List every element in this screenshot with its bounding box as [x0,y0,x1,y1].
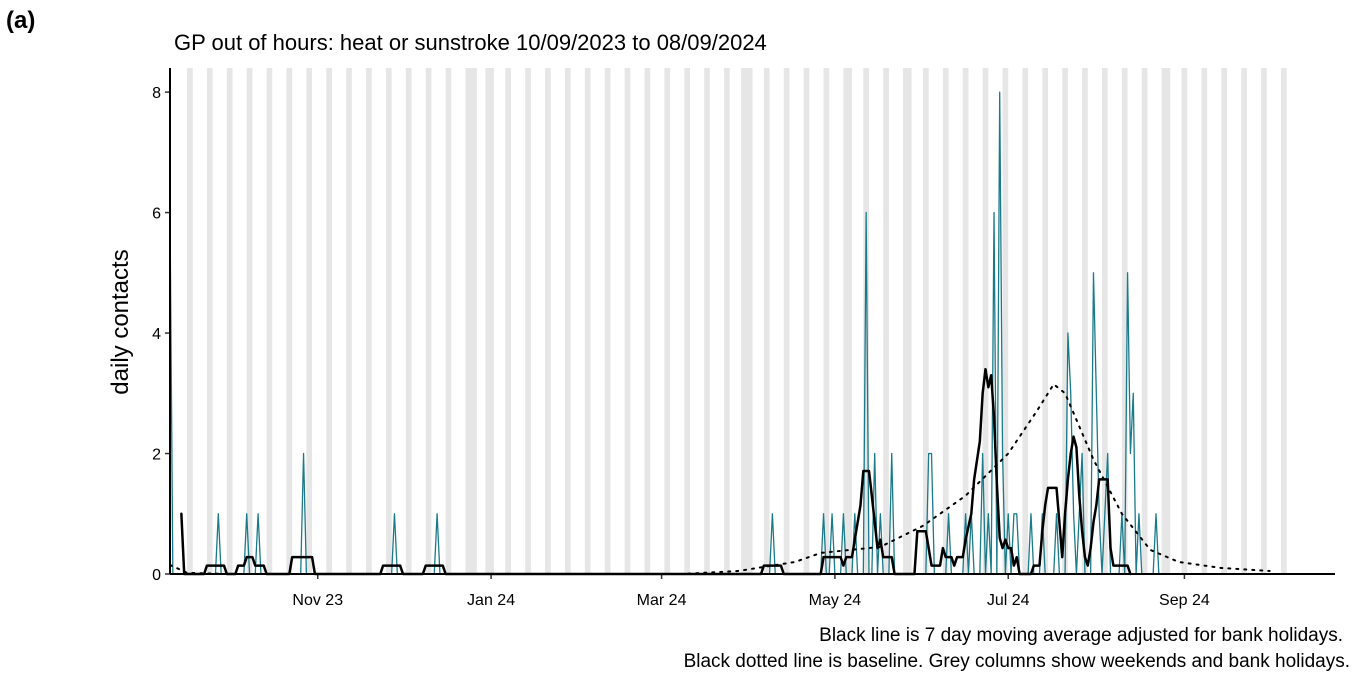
shaded-column [187,68,193,574]
shaded-column [425,68,432,574]
shaded-column [942,68,949,574]
shaded-column [982,68,989,574]
note: Black line is 7 day moving average adjus… [819,625,1343,646]
y-axis-label: daily contacts [107,249,134,394]
shaded-column [644,68,651,574]
shaded-column [803,68,810,574]
x-tick-label: Sep 24 [1159,592,1210,609]
shaded-column [1002,68,1009,574]
shaded-column [1022,68,1029,574]
shaded-column [763,68,770,574]
y-tick-label: 0 [152,567,161,584]
shaded-column [704,68,710,574]
shaded-column [883,68,889,574]
shaded-column [525,68,531,574]
shaded-column [545,68,551,574]
x-tick-label: Jan 24 [467,592,515,609]
shaded-column [724,68,730,574]
x-tick-label: May 24 [809,592,862,609]
shaded-column [624,68,631,574]
shaded-column [385,68,392,574]
shaded-column [564,68,571,574]
shaded-column [1102,68,1108,574]
shaded-column [485,68,494,574]
panel-label: (a) [6,7,35,34]
x-tick-label: Nov 23 [292,592,343,609]
shaded-column [1201,68,1208,574]
shaded-column [1141,68,1148,574]
shaded-column [1241,68,1247,574]
shaded-column [286,68,293,574]
shaded-column [266,68,273,574]
shaded-column [445,68,452,574]
shaded-column [505,68,511,574]
shaded-column [326,68,332,574]
shaded-column [1221,68,1228,574]
y-tick-label: 2 [152,447,161,464]
shaded-column [465,68,477,574]
shaded-column [1161,68,1171,574]
shaded-column [863,68,869,574]
y-tick-label: 4 [152,326,161,343]
note: Black dotted line is baseline. Grey colu… [684,651,1350,672]
shaded-column [346,68,352,574]
y-tick-label: 6 [152,206,161,223]
x-tick-label: Jul 24 [987,592,1030,609]
shaded-column [226,68,233,574]
shaded-column [1281,68,1287,574]
shaded-column [1062,68,1068,574]
chart-title: GP out of hours: heat or sunstroke 10/09… [174,30,767,55]
y-tick-label: 8 [152,85,161,102]
shaded-column [1121,68,1128,574]
shaded-column [783,68,790,574]
shaded-column [1261,68,1267,574]
shaded-column [684,68,690,574]
shaded-column [903,68,912,574]
shaded-column [1082,68,1088,574]
shaded-column [366,68,372,574]
shaded-column [306,68,313,574]
shaded-column [1181,68,1188,574]
shaded-column [206,68,213,574]
shaded-column [584,68,591,574]
shaded-column [823,68,830,574]
shaded-column [246,68,253,574]
shaded-column [604,68,611,574]
shaded-column [1042,68,1049,574]
x-tick-label: Mar 24 [637,592,687,609]
shaded-column [962,68,969,574]
shaded-column [405,68,412,574]
shaded-column [843,68,852,574]
shaded-column [741,68,753,574]
shaded-column [664,68,671,574]
shaded-column [922,68,929,574]
